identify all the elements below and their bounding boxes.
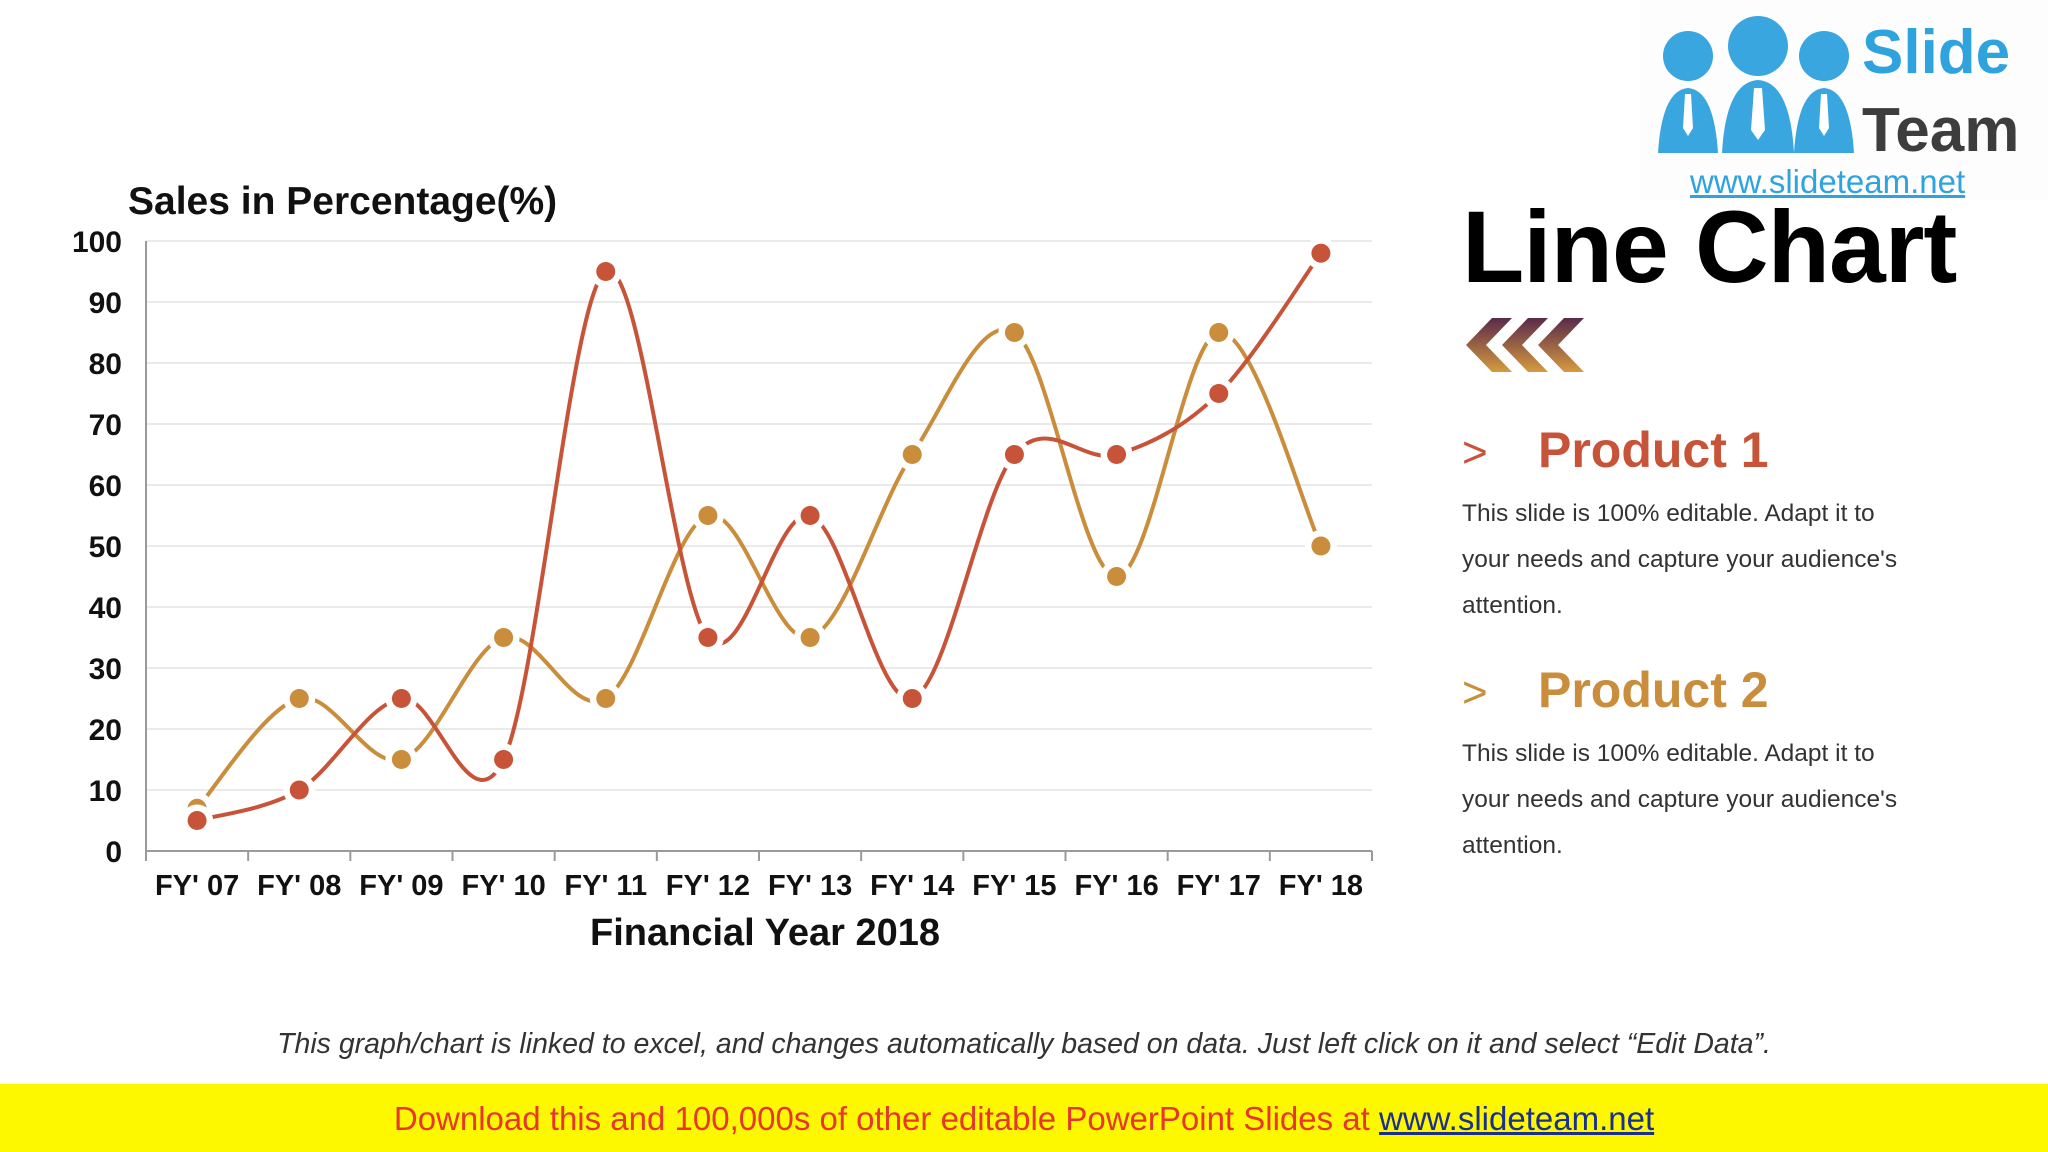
banner-text: Download this and 100,000s of other edit… <box>0 1100 2048 1138</box>
triple-chevron-left-icon <box>1466 318 1584 372</box>
legend-marker-2: > <box>1462 668 1488 717</box>
logo-word-team: Team <box>1862 96 2020 165</box>
data-point-product-1 <box>1311 243 1331 263</box>
x-tick-label: FY' 11 <box>564 870 647 902</box>
x-tick-label: FY' 18 <box>1279 870 1363 902</box>
banner-message: Download this and 100,000s of other edit… <box>393 1100 1379 1137</box>
data-point-product-2 <box>698 506 718 525</box>
slideteam-logo[interactable]: Slide Team www.slideteam.net <box>1640 0 2048 200</box>
x-tick-label: FY' 15 <box>972 870 1056 902</box>
data-point-product-1 <box>596 262 616 281</box>
data-point-product-2 <box>800 628 820 647</box>
download-banner: Download this and 100,000s of other edit… <box>0 1084 2048 1152</box>
x-tick-label: FY' 17 <box>1177 870 1261 902</box>
slide-title: Line Chart <box>1462 190 1957 304</box>
data-point-product-2 <box>1107 567 1127 586</box>
legend-product-2: > Product 2 <box>1462 660 1769 723</box>
legend-marker-1: > <box>1462 428 1488 477</box>
legend-description-1: This slide is 100% editable. Adapt it to… <box>1462 500 1898 619</box>
data-point-product-2 <box>1311 536 1331 556</box>
logo-word-slide: Slide <box>1862 18 2011 87</box>
y-tick-label: 90 <box>89 287 122 320</box>
legend-product-1: > Product 1 <box>1462 420 1769 483</box>
data-point-product-2 <box>391 750 411 769</box>
x-tick-label: FY' 12 <box>666 870 750 902</box>
y-tick-label: 40 <box>89 592 122 625</box>
data-point-product-1 <box>1004 445 1024 464</box>
legend-name-1: Product 1 <box>1538 422 1769 478</box>
series-line-product-1 <box>195 251 1323 823</box>
y-tick-labels: 0 10 20 30 40 50 60 70 80 90 100 <box>72 226 122 869</box>
grid-lines <box>146 240 1372 791</box>
axes <box>145 241 1373 861</box>
data-point-product-2 <box>1209 323 1229 342</box>
data-point-product-1 <box>800 506 820 525</box>
data-point-product-2 <box>289 689 309 708</box>
x-tick-labels: FY' 07 FY' 08 FY' 09 FY' 10 FY' 11 FY' 12 FY' … <box>155 870 1363 902</box>
data-point-product-2 <box>494 628 514 647</box>
x-tick-label: FY' 16 <box>1074 870 1158 902</box>
y-tick-label: 100 <box>72 226 122 259</box>
data-point-product-1 <box>494 750 514 769</box>
data-point-product-1 <box>289 780 309 800</box>
legend-description-2: This slide is 100% editable. Adapt it to… <box>1462 740 1898 859</box>
data-point-product-1 <box>391 689 411 708</box>
y-tick-label: 20 <box>89 714 122 747</box>
y-tick-label: 0 <box>105 836 122 869</box>
y-tick-label: 60 <box>89 470 122 503</box>
x-tick-label: FY' 07 <box>155 870 239 902</box>
series-lines <box>195 251 1323 823</box>
data-point-product-2 <box>1004 323 1024 342</box>
data-point-product-1 <box>902 689 922 708</box>
x-tick-label: FY' 10 <box>461 870 545 902</box>
y-tick-label: 80 <box>89 348 122 381</box>
y-tick-label: 30 <box>89 653 122 686</box>
data-point-product-2 <box>596 689 616 708</box>
logo-url-link[interactable]: www.slideteam.net <box>1690 163 1966 200</box>
y-tick-label: 50 <box>89 531 122 564</box>
data-point-product-1 <box>1107 445 1127 464</box>
x-axis-label: Financial Year 2018 <box>590 912 940 954</box>
banner-link[interactable]: www.slideteam.net <box>1379 1100 1655 1137</box>
legend-name-2: Product 2 <box>1538 662 1769 718</box>
data-point-product-2 <box>902 445 922 464</box>
x-tick-label: FY' 13 <box>768 870 852 902</box>
data-point-product-1 <box>187 811 207 830</box>
data-point-product-1 <box>698 628 718 647</box>
series-line-product-2 <box>195 327 1323 811</box>
footnote: This graph/chart is linked to excel, and… <box>277 1028 1771 1060</box>
series-markers <box>181 237 1337 837</box>
x-tick-label: FY' 14 <box>870 870 954 902</box>
x-tick-label: FY' 09 <box>359 870 443 902</box>
y-axis-label: Sales in Percentage(%) <box>128 180 558 223</box>
three-people-icon <box>1658 16 1854 153</box>
y-tick-label: 10 <box>89 775 122 808</box>
data-point-product-1 <box>1209 384 1229 403</box>
y-tick-label: 70 <box>89 409 122 442</box>
x-tick-label: FY' 08 <box>257 870 341 902</box>
